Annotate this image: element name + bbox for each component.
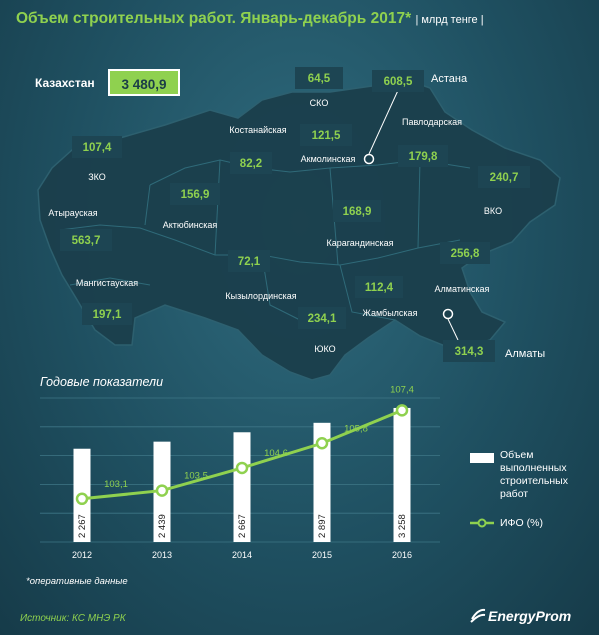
name-sko: СКО: [310, 98, 329, 108]
name-atyrau: Атырауская: [48, 208, 97, 218]
value-vko: 240,7: [490, 172, 519, 184]
bar-label-2012: 2 267: [77, 514, 88, 538]
chart-bars: 2 267 2 439 2 667 2 897 3 258: [73, 407, 411, 542]
name-vko: ВКО: [484, 206, 502, 216]
name-zko: ЗКО: [88, 172, 106, 182]
almaty-marker: [442, 308, 454, 320]
ifo-point-2013: [155, 484, 169, 497]
ifo-point-2016: [395, 404, 409, 417]
box-akmola: [300, 124, 352, 146]
box-kyzylorda: [228, 250, 270, 272]
bar-2014: [233, 432, 251, 542]
ifo-label-2013: 103,5: [184, 471, 208, 482]
value-kostanay: 82,2: [240, 158, 262, 170]
value-pavlodar: 179,8: [409, 151, 438, 163]
name-almaty-region: Алматинская: [435, 284, 490, 294]
ifo-label-2014: 104,6: [264, 448, 288, 459]
box-karaganda: [333, 200, 381, 222]
legend-bar-label: Объем выполненных строительных работ: [500, 449, 568, 500]
footnote: *оперативные данные: [26, 576, 128, 587]
bar-label-2013: 2 439: [157, 514, 168, 538]
name-pavlodar: Павлодарская: [402, 117, 462, 127]
value-kyzylorda: 72,1: [238, 256, 261, 268]
value-akmola: 121,5: [312, 130, 341, 142]
box-vko: [478, 166, 530, 188]
name-kostanay: Костанайская: [229, 125, 286, 135]
chart-line: 103,1 103,5 104,6 105,8 107,4: [75, 384, 414, 506]
box-zko: [72, 136, 122, 158]
x-tick-2012: 2012: [72, 550, 92, 560]
name-karaganda: Карагандинская: [326, 238, 393, 248]
box-kostanay: [230, 152, 272, 174]
box-mangistau: [82, 303, 132, 325]
name-kyzylorda: Кызылординская: [225, 291, 296, 301]
unit-label: | млрд тенге |: [415, 14, 484, 26]
ifo-label-2016: 107,4: [390, 384, 414, 395]
source: Источник: КС МНЭ РК: [20, 613, 126, 624]
ifo-point-2015: [315, 437, 329, 450]
x-tick-2014: 2014: [232, 550, 252, 560]
name-yuko: ЮКО: [314, 344, 335, 354]
ifo-point-2012: [75, 492, 89, 506]
kazakhstan-total: 3 480,9: [108, 69, 180, 96]
value-almaty-city: 314,3: [455, 346, 484, 358]
value-aktobe: 156,9: [181, 189, 210, 201]
x-tick-2016: 2016: [392, 550, 412, 560]
name-mangistau: Мангистауская: [76, 278, 138, 288]
x-tick-2015: 2015: [312, 550, 332, 560]
ifo-point-2014: [235, 461, 249, 475]
box-sko: [295, 67, 343, 89]
box-yuko: [298, 307, 346, 329]
bar-2015: [313, 422, 331, 542]
bar-label-2015: 2 897: [317, 514, 328, 538]
value-zhambyl: 112,4: [365, 282, 394, 294]
box-zhambyl: [355, 276, 403, 298]
bar-label-2014: 2 667: [237, 514, 248, 538]
box-almaty-region: [440, 242, 490, 264]
legend-line-label: ИФО (%): [500, 517, 543, 529]
name-almaty-city: Алматы: [505, 348, 545, 360]
brand-icon: [470, 608, 486, 623]
astana-leader-line: [368, 85, 401, 155]
box-almaty-city: [443, 340, 495, 362]
bar-2016: [393, 407, 411, 542]
page-title: Объем строительных работ. Январь-декабрь…: [16, 10, 484, 27]
brand-logo: EnergyProm: [488, 608, 572, 624]
legend-bar-swatch: [470, 453, 494, 463]
box-pavlodar: [398, 145, 448, 167]
almaty-leader-line: [447, 318, 459, 341]
ifo-label-2012: 103,1: [104, 479, 128, 490]
chart-title: Годовые показатели: [40, 375, 164, 389]
chart-x-axis: 2012 2013 2014 2015 2016: [72, 550, 412, 560]
box-aktobe: [170, 183, 220, 205]
value-almaty-region: 256,8: [451, 248, 480, 260]
kazakhstan-label: Казахстан: [35, 76, 95, 90]
name-zhambyl: Жамбылская: [363, 308, 418, 318]
bar-label-2016: 3 258: [397, 514, 408, 538]
box-atyrau: [60, 229, 112, 251]
name-astana: Астана: [431, 73, 468, 85]
value-astana: 608,5: [384, 76, 413, 88]
value-karaganda: 168,9: [343, 206, 372, 218]
value-mangistau: 197,1: [93, 309, 122, 321]
region-boxes: [60, 67, 530, 362]
astana-marker: [363, 153, 375, 165]
box-astana: [372, 70, 424, 92]
name-akmola: Акмолинская: [301, 154, 356, 164]
value-sko: 64,5: [308, 73, 331, 85]
value-zko: 107,4: [83, 142, 112, 154]
x-tick-2013: 2013: [152, 550, 172, 560]
value-yuko: 234,1: [308, 313, 337, 325]
ifo-label-2015: 105,8: [344, 423, 368, 434]
name-aktobe: Актюбинская: [163, 220, 218, 230]
value-atyrau: 563,7: [72, 235, 101, 247]
